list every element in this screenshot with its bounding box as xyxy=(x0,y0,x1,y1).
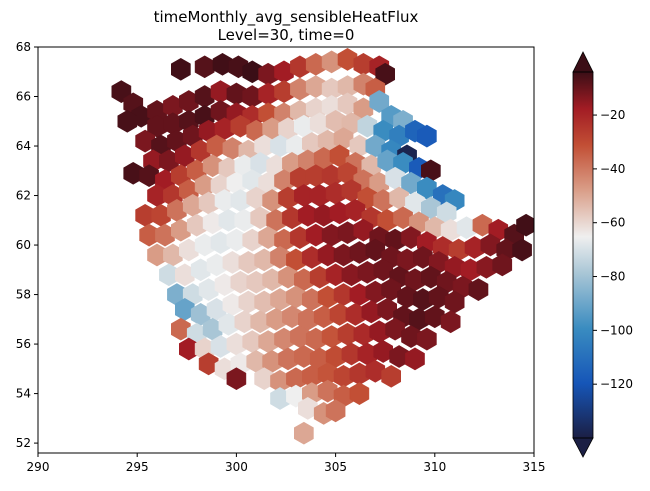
hexagon-cell xyxy=(270,246,290,269)
hexagon-cell xyxy=(250,206,271,230)
y-tick-label: 64 xyxy=(16,139,31,153)
y-tick-label: 62 xyxy=(16,189,31,203)
colorbar-tick-label: −80 xyxy=(600,270,625,284)
hexagon-cell xyxy=(317,379,338,403)
x-tick-label: 290 xyxy=(27,460,50,474)
hexagon-cell xyxy=(420,265,441,289)
colorbar: −20 −40 −60 −80 −100 −120 xyxy=(572,51,633,458)
hexagon-cell xyxy=(337,48,358,71)
hexagon-cell xyxy=(516,213,534,237)
y-axis: 52 54 56 58 60 62 64 66 68 xyxy=(16,40,38,450)
colorbar-top-arrow xyxy=(572,51,594,73)
hexagon-cell xyxy=(424,305,445,329)
colorbar-tick-label: −120 xyxy=(600,377,633,391)
y-tick-label: 54 xyxy=(16,387,31,401)
y-tick-label: 66 xyxy=(16,90,31,104)
hexagon-cell xyxy=(135,129,155,153)
hexagon-cell xyxy=(171,317,191,341)
hexagon-cell xyxy=(202,154,223,178)
colorbar-tick-label: −60 xyxy=(600,216,625,230)
plot-frame xyxy=(37,46,535,454)
colorbar-tick-label: −40 xyxy=(600,162,625,176)
hexagon-cell xyxy=(198,352,219,376)
hexagon-cell xyxy=(375,62,396,86)
colorbar-gradient xyxy=(573,72,593,438)
hexagon-cell xyxy=(357,114,378,138)
hexagon-cell xyxy=(377,298,398,321)
hexagon-cell xyxy=(325,399,346,423)
hexagon-cell xyxy=(293,421,314,445)
hexagon-cell xyxy=(226,367,247,391)
y-tick-label: 60 xyxy=(16,238,31,252)
hexagon-cell xyxy=(282,305,302,329)
hexagon-cell xyxy=(123,161,144,185)
chart-title: timeMonthly_avg_sensibleHeatFlux xyxy=(154,8,419,27)
hexagon-cell xyxy=(254,367,275,391)
hexagon-cell xyxy=(365,238,386,262)
x-tick-label: 310 xyxy=(423,460,446,474)
colorbar-tick-label: −20 xyxy=(600,108,625,122)
hexagon-cell xyxy=(345,199,366,222)
y-tick-label: 52 xyxy=(16,436,31,450)
hexagon-cell xyxy=(230,114,251,138)
hexagon-cell xyxy=(401,226,421,249)
hexagon-cell xyxy=(416,124,437,148)
hexagon-cell xyxy=(117,109,138,133)
hexagon-cell xyxy=(393,206,413,230)
hexagon-cell xyxy=(373,340,394,363)
hexagon-cell xyxy=(278,265,298,289)
hexagon-cell xyxy=(258,226,279,249)
hexagon-cells xyxy=(111,48,534,445)
hexagon-cell xyxy=(413,246,433,269)
hexagon-cell xyxy=(194,55,215,79)
x-tick-label: 305 xyxy=(324,460,347,474)
hexagon-cell xyxy=(212,52,233,76)
hexagon-cell xyxy=(139,164,159,188)
colorbar-frame xyxy=(572,71,594,439)
hexagon-cell xyxy=(480,233,501,257)
hexagon-cell xyxy=(365,359,386,383)
y-tick-label: 68 xyxy=(16,40,31,54)
hexagon-cell xyxy=(416,327,437,351)
hexagon-cell xyxy=(171,57,191,81)
x-tick-label: 315 xyxy=(523,460,546,474)
hexagon-cell xyxy=(440,310,461,334)
hexagon-cell xyxy=(353,218,374,242)
hexagon-cell xyxy=(369,90,390,113)
y-tick-label: 58 xyxy=(16,288,31,302)
colorbar-ticks: −20 −40 −60 −80 −100 −120 xyxy=(593,108,633,391)
colorbar-tick-label: −100 xyxy=(600,323,633,337)
x-tick-label: 300 xyxy=(225,460,248,474)
hexagon-cell xyxy=(242,60,263,84)
hexagon-cell xyxy=(472,213,493,237)
hexagon-cell xyxy=(468,278,489,301)
hexagon-cell xyxy=(401,325,421,348)
hexagon-cell xyxy=(381,364,402,388)
x-axis: 290 295 300 305 310 315 xyxy=(27,453,546,474)
y-tick-label: 56 xyxy=(16,337,31,351)
x-tick-label: 295 xyxy=(126,460,149,474)
colorbar-bottom-arrow xyxy=(572,437,594,458)
hexagon-cell xyxy=(389,345,409,368)
hexagon-cell xyxy=(297,397,318,420)
hexagon-cell xyxy=(293,345,314,368)
hexagon-cell xyxy=(492,253,513,277)
hexagon-cell xyxy=(349,382,370,405)
hexagon-cell xyxy=(405,347,425,371)
hexagon-cell xyxy=(373,258,394,282)
chart-subtitle: Level=30, time=0 xyxy=(218,26,355,44)
hexagon-cell xyxy=(512,238,532,262)
hexagon-cell xyxy=(385,317,405,341)
